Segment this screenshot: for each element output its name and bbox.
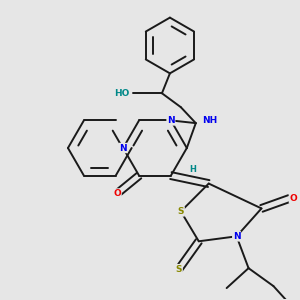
Text: HO: HO	[114, 89, 129, 98]
Text: S: S	[178, 207, 184, 216]
Text: N: N	[119, 143, 127, 152]
Text: S: S	[176, 265, 182, 274]
Text: NH: NH	[202, 116, 217, 124]
Text: O: O	[290, 194, 297, 203]
Text: N: N	[233, 232, 240, 241]
Text: N: N	[167, 116, 175, 125]
Text: H: H	[189, 165, 196, 174]
Text: O: O	[113, 189, 121, 198]
